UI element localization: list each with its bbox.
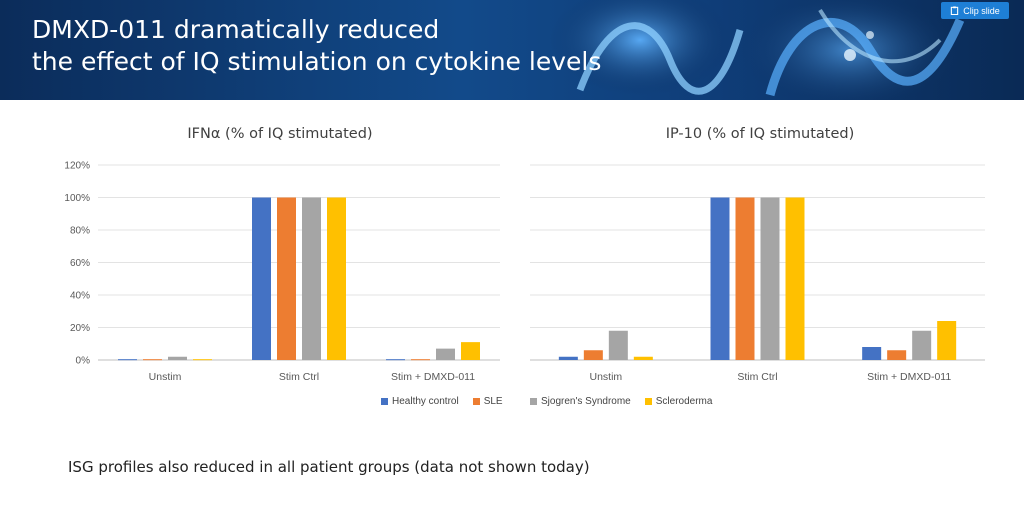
footnote-text: ISG profiles also reduced in all patient… bbox=[68, 458, 590, 476]
legend-label-sle: SLE bbox=[483, 396, 503, 407]
bar-sle-unstim bbox=[143, 359, 162, 361]
x-tick-label-unstim: Unstim bbox=[149, 371, 182, 383]
ip10-chart-title: IP-10 (% of IQ stimutated) bbox=[665, 126, 855, 142]
y-tick-label: 40% bbox=[70, 291, 90, 302]
slide-header-banner: DMXD-011 dramatically reduced the effect… bbox=[0, 0, 1024, 100]
x-tick-label-stim-dmxd-011: Stim + DMXD-011 bbox=[391, 371, 475, 383]
x-tick-label-stim-dmxd-011: Stim + DMXD-011 bbox=[867, 371, 951, 383]
bar-sjogrens-unstim bbox=[608, 330, 628, 360]
slide-title-line-1: DMXD-011 dramatically reduced bbox=[32, 15, 440, 44]
y-tick-label: 60% bbox=[70, 258, 90, 269]
legend-swatch-sle bbox=[472, 398, 480, 405]
legend-swatch-healthy-control bbox=[381, 398, 388, 405]
bar-healthy-control-stim-dmxd-011 bbox=[862, 347, 882, 360]
bar-sle-stim-ctrl bbox=[277, 197, 296, 360]
bar-healthy-control-unstim bbox=[558, 356, 578, 360]
ifn-alpha-chart-plot: 0% 20% 40% 60% 80% 100% 120% Unstim Stim Ctrl Sti… bbox=[64, 161, 500, 383]
legend-label-sjogrens: Sjogren's Syndrome bbox=[541, 396, 631, 407]
legend-label-healthy-control: Healthy control bbox=[392, 396, 459, 407]
y-tick-label: 80% bbox=[70, 226, 90, 237]
bar-sle-stim-ctrl bbox=[735, 197, 755, 360]
bar-sle-stim-dmxd-011 bbox=[887, 350, 907, 360]
clip-slide-label: Clip slide bbox=[963, 5, 1000, 16]
bar-scleroderma-stim-dmxd-011 bbox=[461, 342, 480, 360]
bar-healthy-control-stim-ctrl bbox=[252, 197, 271, 360]
bar-healthy-control-unstim bbox=[118, 359, 137, 361]
y-tick-label: 0% bbox=[76, 356, 91, 367]
legend-label-scleroderma: Scleroderma bbox=[655, 396, 713, 407]
slide-title: DMXD-011 dramatically reduced the effect… bbox=[32, 14, 601, 78]
legend-item-sjogrens: Sjogren's Syndrome bbox=[530, 396, 631, 407]
legend-swatch-scleroderma bbox=[644, 398, 652, 405]
legend-swatch-sjogrens bbox=[530, 398, 537, 405]
x-tick-label-unstim: Unstim bbox=[589, 371, 622, 383]
bar-healthy-control-stim-ctrl bbox=[710, 197, 730, 360]
bar-sjogrens-stim-ctrl bbox=[302, 197, 321, 360]
slide-title-line-2: the effect of IQ stimulation on cytokine… bbox=[32, 47, 602, 76]
y-tick-label: 20% bbox=[70, 323, 90, 334]
y-tick-label: 100% bbox=[64, 193, 90, 204]
ifn-alpha-chart: IFNα (% of IQ stimutated) 0% 20% 40% 60% 80%… bbox=[40, 110, 520, 410]
x-tick-label-stim-ctrl: Stim Ctrl bbox=[279, 371, 319, 383]
bar-scleroderma-unstim bbox=[193, 359, 212, 361]
legend-left: Healthy control SLE bbox=[381, 396, 503, 407]
bar-sle-stim-dmxd-011 bbox=[411, 359, 430, 361]
bar-healthy-control-stim-dmxd-011 bbox=[386, 359, 405, 361]
clip-slide-button[interactable]: Clip slide bbox=[941, 2, 1009, 19]
bar-sjogrens-unstim bbox=[168, 356, 187, 360]
ifn-alpha-chart-title: IFNα (% of IQ stimutated) bbox=[187, 126, 373, 142]
ip10-chart-plot: Unstim Stim Ctrl Stim + DMXD-011 bbox=[530, 164, 985, 383]
legend-item-healthy-control: Healthy control bbox=[381, 396, 459, 407]
legend-right: Sjogren's Syndrome Scleroderma bbox=[530, 396, 712, 407]
bar-sle-unstim bbox=[583, 350, 603, 360]
legend-item-sle: SLE bbox=[472, 396, 503, 407]
bar-scleroderma-stim-dmxd-011 bbox=[937, 321, 957, 360]
clipboard-icon bbox=[951, 6, 959, 15]
legend-item-scleroderma: Scleroderma bbox=[644, 396, 713, 407]
protein-structure-image bbox=[550, 0, 965, 100]
x-tick-label-stim-ctrl: Stim Ctrl bbox=[737, 371, 777, 383]
bar-sjogrens-stim-dmxd-011 bbox=[912, 330, 932, 360]
bar-sjogrens-stim-dmxd-011 bbox=[436, 348, 455, 360]
bar-scleroderma-stim-ctrl bbox=[327, 197, 346, 360]
bar-scleroderma-stim-ctrl bbox=[785, 197, 805, 360]
bar-scleroderma-unstim bbox=[633, 356, 653, 360]
y-tick-label: 120% bbox=[64, 161, 90, 172]
ip10-chart: IP-10 (% of IQ stimutated) Unstim Stim Ct… bbox=[520, 110, 1000, 410]
bar-sjogrens-stim-ctrl bbox=[760, 197, 780, 360]
